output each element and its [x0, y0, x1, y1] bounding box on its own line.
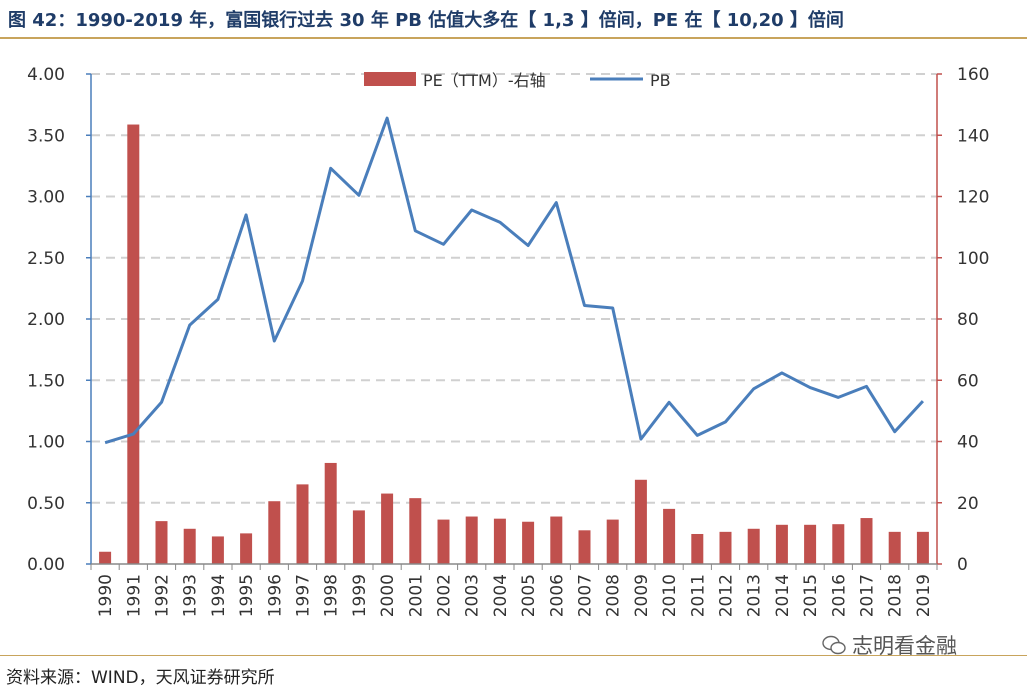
pe-bar — [127, 124, 140, 564]
x-tick-label: 2010 — [660, 574, 680, 617]
legend-pe-label: PE（TTM）-右轴 — [423, 71, 546, 90]
right-tick-label: 40 — [957, 433, 979, 453]
x-tick-label: 2016 — [829, 574, 849, 617]
gridlines — [91, 73, 937, 504]
pe-bar — [578, 530, 591, 564]
left-tick-label: 1.00 — [27, 433, 65, 453]
pe-bar — [352, 510, 365, 564]
x-tick-label: 2018 — [886, 574, 906, 617]
pe-bar — [522, 521, 535, 564]
pe-bar — [634, 479, 647, 564]
x-tick-label: 2012 — [717, 574, 737, 617]
pb-line — [104, 116, 925, 445]
pe-bar — [211, 536, 224, 564]
right-tick-label: 100 — [957, 249, 989, 269]
x-tick-label: 2002 — [435, 574, 455, 617]
pe-bar — [240, 533, 253, 564]
legend: PE（TTM）-右轴 PB — [364, 71, 671, 90]
pe-bar — [663, 508, 676, 564]
x-tick-label: 1992 — [153, 574, 173, 617]
right-tick-label: 160 — [957, 65, 989, 85]
legend-pe-swatch — [364, 72, 416, 86]
pe-bar — [465, 516, 478, 564]
x-tick-label: 1995 — [237, 574, 257, 617]
left-tick-label: 2.00 — [27, 310, 65, 330]
left-tick-label: 0.50 — [27, 494, 65, 514]
pe-bar — [437, 519, 450, 564]
right-axis-ticks: 0 20 40 60 80 100 120 140 160 — [957, 65, 989, 575]
x-tick-label: 2007 — [576, 574, 596, 617]
left-axis-ticks: 0.00 0.50 1.00 1.50 2.00 2.50 3.00 3.50 4.00 — [27, 65, 65, 575]
left-tick-label: 1.50 — [27, 371, 65, 391]
pe-bar — [719, 531, 732, 564]
pe-bar — [296, 484, 309, 564]
right-tick-label: 140 — [957, 126, 989, 146]
pe-bar — [775, 524, 788, 564]
right-tick-label: 20 — [957, 494, 979, 514]
x-tick-label: 2001 — [406, 574, 426, 617]
x-tick-label: 1990 — [96, 574, 116, 617]
right-tick-label: 120 — [957, 188, 989, 208]
pe-bar — [493, 518, 506, 564]
pe-bars — [99, 124, 929, 564]
pe-bar — [381, 493, 394, 564]
x-tick-label: 1993 — [181, 574, 201, 617]
x-tick-label: 2003 — [463, 574, 483, 617]
pe-bar — [888, 531, 901, 564]
figure-title: 图 42：1990-2019 年，富国银行过去 30 年 PB 估值大多在【 1… — [8, 10, 844, 31]
pe-bar — [916, 531, 929, 564]
top-rule — [0, 37, 1027, 39]
pe-bar — [99, 551, 112, 564]
left-tick-label: 3.00 — [27, 188, 65, 208]
pe-bar — [155, 521, 168, 564]
pe-bar — [691, 533, 704, 564]
pe-bar — [409, 498, 422, 564]
pe-bar — [804, 524, 817, 564]
axes — [86, 73, 942, 570]
left-tick-label: 3.50 — [27, 126, 65, 146]
x-tick-label: 2009 — [632, 574, 652, 617]
pe-bar — [606, 519, 619, 564]
x-tick-label: 2013 — [745, 574, 765, 617]
x-tick-label: 1999 — [350, 574, 370, 617]
x-tick-label: 2019 — [914, 574, 934, 617]
watermark-text: 志明看金融 — [852, 634, 957, 658]
x-tick-label: 2000 — [378, 574, 398, 617]
chart-area: 0.00 0.50 1.00 1.50 2.00 2.50 3.00 3.50 4.00 0 20… — [27, 65, 989, 617]
pe-bar — [832, 524, 845, 564]
left-tick-label: 2.50 — [27, 249, 65, 269]
x-tick-label: 2011 — [688, 574, 708, 617]
x-tick-label: 2004 — [491, 574, 511, 617]
right-tick-label: 80 — [957, 310, 979, 330]
wechat-icon — [822, 635, 846, 655]
x-tick-label: 2008 — [604, 574, 624, 617]
pe-bar — [860, 518, 873, 564]
pe-bar — [183, 528, 196, 564]
left-tick-label: 0.00 — [27, 555, 65, 575]
source-note: 资料来源：WIND，天风证券研究所 — [6, 668, 275, 688]
x-tick-label: 2006 — [547, 574, 567, 617]
x-tick-label: 1998 — [322, 574, 342, 617]
right-tick-label: 60 — [957, 371, 979, 391]
pe-bar — [747, 528, 760, 564]
x-tick-label: 1996 — [265, 574, 285, 617]
right-tick-label: 0 — [957, 555, 968, 575]
watermark: 志明看金融 — [822, 630, 957, 660]
bottom-rule — [0, 655, 1027, 656]
x-tick-label: 2014 — [773, 574, 793, 617]
pe-bar — [324, 462, 337, 564]
pe-bar — [550, 516, 563, 564]
x-tick-label: 2017 — [858, 574, 878, 617]
x-tick-label: 2005 — [519, 574, 539, 617]
left-tick-label: 4.00 — [27, 65, 65, 85]
x-tick-label: 1991 — [124, 574, 144, 617]
legend-pb-label: PB — [650, 71, 671, 90]
x-tick-label: 2015 — [801, 574, 821, 617]
x-tick-label: 1994 — [209, 574, 229, 617]
x-tick-label: 1997 — [294, 574, 314, 617]
pe-bar — [268, 501, 281, 564]
x-axis-ticks: 1990 1991 1992 1993 1994 1995 1996 1997 1998 1999… — [96, 574, 934, 617]
